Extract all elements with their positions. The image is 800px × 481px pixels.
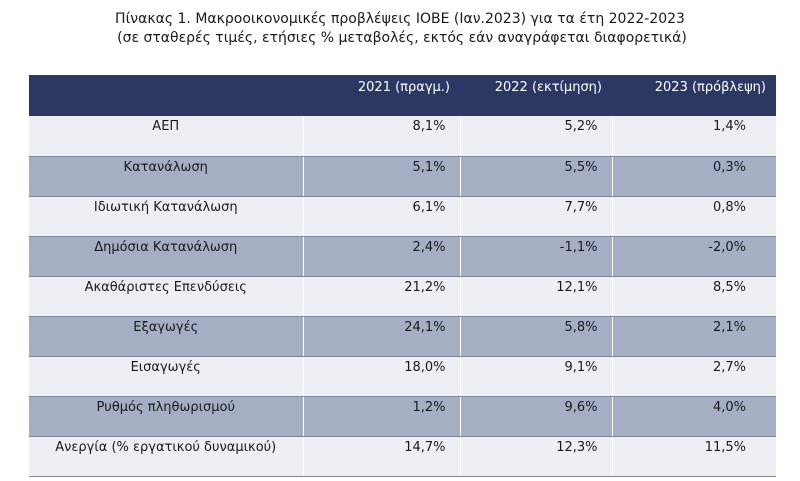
table-row: Εισαγωγές 18,0% 9,1% 2,7% — [29, 356, 776, 397]
value-2021: 18,0% — [302, 356, 460, 397]
table-row: Ακαθάριστες Επενδύσεις 21,2% 12,1% 8,5% — [29, 276, 776, 317]
table-caption: Πίνακας 1. Μακροοικονομικές προβλέψεις Ι… — [0, 10, 800, 48]
value-2022: 7,7% — [459, 196, 612, 237]
value-2021: 24,1% — [302, 316, 460, 357]
table-row: Δημόσια Κατανάλωση 2,4% -1,1% -2,0% — [29, 236, 776, 277]
value-2023: 1,4% — [611, 116, 776, 157]
row-label: Ανεργία (% εργατικού δυναμικού) — [29, 436, 303, 477]
value-2022: 5,2% — [459, 116, 612, 157]
table-row: ΑΕΠ 8,1% 5,2% 1,4% — [29, 116, 776, 157]
row-label: Ακαθάριστες Επενδύσεις — [29, 276, 303, 317]
value-2023: 4,0% — [611, 396, 776, 437]
value-2023: 0,8% — [611, 196, 776, 237]
value-2023: 2,7% — [611, 356, 776, 397]
header-2022: 2022 (εκτίμηση) — [460, 75, 612, 116]
table-row: Ρυθμός πληθωρισμού 1,2% 9,6% 4,0% — [29, 396, 776, 437]
row-label: Ιδιωτική Κατανάλωση — [29, 196, 303, 237]
value-2023: -2,0% — [611, 236, 776, 277]
row-label: Ρυθμός πληθωρισμού — [29, 396, 303, 437]
header-2021: 2021 (πραγμ.) — [303, 75, 460, 116]
value-2021: 2,4% — [302, 236, 460, 277]
table-row: Κατανάλωση 5,1% 5,5% 0,3% — [29, 156, 776, 197]
value-2022: 9,1% — [459, 356, 612, 397]
macro-forecast-table: 2021 (πραγμ.) 2022 (εκτίμηση) 2023 (πρόβ… — [29, 75, 776, 477]
row-label: Δημόσια Κατανάλωση — [29, 236, 303, 277]
caption-subtitle: (σε σταθερές τιμές, ετήσιες % μεταβολές,… — [117, 30, 687, 46]
table-row: Ανεργία (% εργατικού δυναμικού) 14,7% 12… — [29, 436, 776, 477]
value-2022: 5,5% — [459, 156, 612, 197]
value-2023: 0,3% — [611, 156, 776, 197]
value-2021: 6,1% — [302, 196, 460, 237]
value-2021: 8,1% — [302, 116, 460, 157]
row-label: ΑΕΠ — [29, 116, 303, 157]
value-2021: 14,7% — [302, 436, 460, 477]
row-label: Εξαγωγές — [29, 316, 303, 357]
row-label: Κατανάλωση — [29, 156, 303, 197]
value-2023: 11,5% — [611, 436, 776, 477]
header-2023: 2023 (πρόβλεψη) — [612, 75, 776, 116]
value-2022: 9,6% — [459, 396, 612, 437]
row-label: Εισαγωγές — [29, 356, 303, 397]
value-2023: 8,5% — [611, 276, 776, 317]
value-2021: 21,2% — [302, 276, 460, 317]
value-2023: 2,1% — [611, 316, 776, 357]
table-row: Εξαγωγές 24,1% 5,8% 2,1% — [29, 316, 776, 357]
value-2021: 5,1% — [302, 156, 460, 197]
value-2022: 12,1% — [459, 276, 612, 317]
table-header-row: 2021 (πραγμ.) 2022 (εκτίμηση) 2023 (πρόβ… — [29, 75, 776, 116]
value-2022: 5,8% — [459, 316, 612, 357]
value-2022: -1,1% — [459, 236, 612, 277]
value-2021: 1,2% — [302, 396, 460, 437]
value-2022: 12,3% — [459, 436, 612, 477]
caption-title: Πίνακας 1. Μακροοικονομικές προβλέψεις Ι… — [115, 11, 685, 27]
header-blank-cell — [29, 75, 303, 116]
table-row: Ιδιωτική Κατανάλωση 6,1% 7,7% 0,8% — [29, 196, 776, 237]
